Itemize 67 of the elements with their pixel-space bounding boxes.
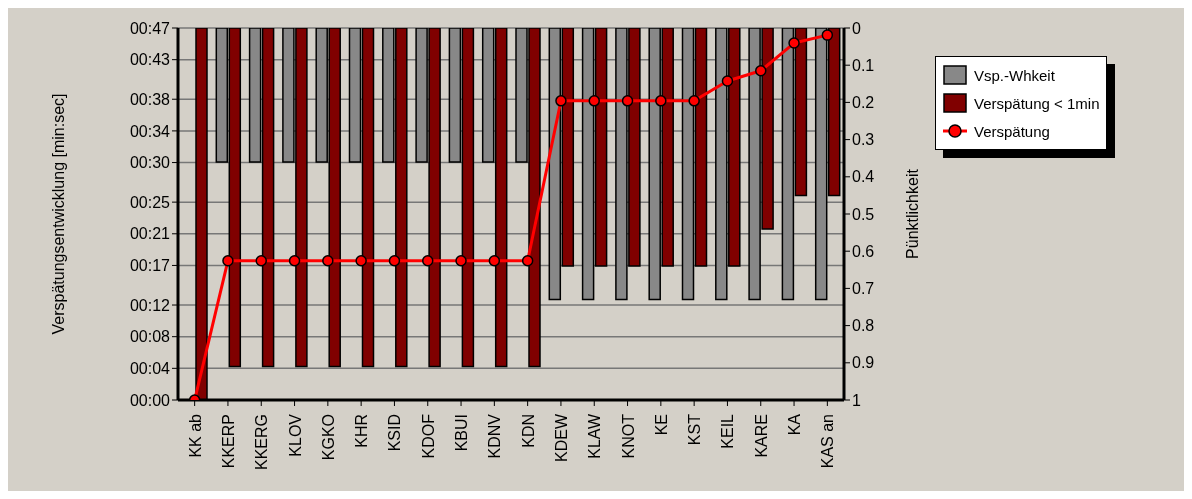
point xyxy=(288,254,301,267)
y2-tick-label: 0.4 xyxy=(852,168,875,186)
y2-tick-label: 0.6 xyxy=(852,242,875,260)
legend-label: Verspätung < 1min xyxy=(974,94,1100,112)
x-tick-label: KNOT xyxy=(619,413,637,459)
x-tick-label: KLOV xyxy=(286,413,304,457)
legend-label: Verspätung xyxy=(974,122,1050,140)
y-tick-label: 00:43 xyxy=(129,51,171,69)
point xyxy=(788,37,800,49)
y2-tick-label: 0.9 xyxy=(852,354,875,372)
y-tick-label: 00:04 xyxy=(129,360,171,378)
y-tick-label: 00:00 xyxy=(129,391,171,409)
point xyxy=(455,254,467,267)
point xyxy=(488,254,501,267)
point xyxy=(621,95,634,107)
point xyxy=(255,254,267,267)
x-tick-label: KE xyxy=(652,414,670,436)
y2-tick-label: 0 xyxy=(852,19,861,37)
y2-tick-label: 0.1 xyxy=(852,56,875,74)
y-tick-label: 00:08 xyxy=(129,328,171,346)
y-tick-label: 00:47 xyxy=(129,19,171,37)
x-tick-label: KDOF xyxy=(419,413,437,459)
x-tick-label: KBUI xyxy=(453,414,471,452)
y-tick-label: 00:12 xyxy=(129,296,171,314)
y-tick-label: 00:17 xyxy=(129,257,171,275)
y2-tick-label: 0.8 xyxy=(852,317,875,335)
x-tick-label: KEIL xyxy=(719,413,737,449)
y2-tick-label: 1 xyxy=(852,391,861,409)
x-tick-label: KA xyxy=(786,413,804,436)
point xyxy=(755,64,767,77)
y2-tick-label: 0.3 xyxy=(852,131,875,149)
x-tick-label: KKERP xyxy=(219,414,237,469)
y-axis-title: Verspätungsentwicklung [min:sec] xyxy=(49,93,67,335)
y-tick-label: 00:34 xyxy=(129,122,171,140)
point xyxy=(555,95,567,107)
y2-axis-title: Pünktlichkeit xyxy=(903,168,921,259)
x-tick-label: KDEW xyxy=(552,413,570,462)
x-tick-label: KHR xyxy=(353,414,371,448)
legend-label: Vsp.-Whkeit xyxy=(974,66,1055,84)
y2-tick-label: 0.7 xyxy=(852,280,875,298)
y-tick-label: 00:38 xyxy=(129,90,171,108)
point xyxy=(355,254,367,267)
y2-tick-label: 0.5 xyxy=(852,205,875,223)
x-tick-label: KLAW xyxy=(586,413,604,459)
x-tick-label: KK ab xyxy=(186,413,204,458)
y-tick-label: 00:30 xyxy=(129,154,171,172)
x-tick-label: KST xyxy=(686,413,704,446)
point xyxy=(655,95,667,107)
point xyxy=(222,254,234,267)
x-tick-label: KSID xyxy=(386,414,404,452)
point xyxy=(388,254,401,267)
point xyxy=(422,254,434,267)
y2-tick-label: 0.2 xyxy=(852,94,875,112)
y-tick-label: 00:21 xyxy=(129,225,171,243)
x-tick-label: KGKO xyxy=(319,414,337,461)
point xyxy=(322,254,334,267)
point xyxy=(588,95,600,107)
point xyxy=(688,95,700,107)
x-tick-label: KARE xyxy=(752,414,770,458)
point xyxy=(721,75,734,87)
x-tick-label: KKERG xyxy=(253,414,271,471)
point xyxy=(521,254,534,267)
x-tick-label: KDN xyxy=(519,414,537,448)
point xyxy=(821,29,834,41)
x-tick-label: KAS an xyxy=(819,414,837,469)
x-tick-label: KDNV xyxy=(486,413,504,459)
y-tick-label: 00:25 xyxy=(129,193,171,211)
